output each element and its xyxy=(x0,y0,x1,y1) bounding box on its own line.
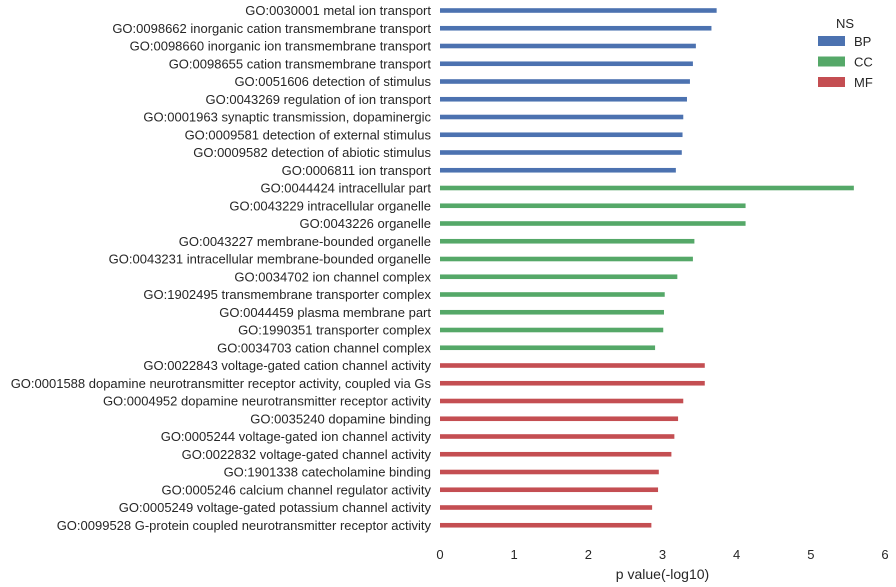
category-label: GO:0001588 dopamine neurotransmitter rec… xyxy=(11,376,432,391)
category-label: GO:0030001 metal ion transport xyxy=(245,3,431,18)
bar-bp xyxy=(440,25,712,31)
category-label: GO:0009581 detection of external stimulu… xyxy=(185,127,432,142)
category-label: GO:1901338 catecholamine binding xyxy=(224,465,431,480)
category-label: GO:0044459 plasma membrane part xyxy=(219,305,431,320)
category-label: GO:0098662 inorganic cation transmembran… xyxy=(112,21,431,36)
category-label: GO:0001963 synaptic transmission, dopami… xyxy=(143,110,431,125)
bar-bp xyxy=(440,43,696,49)
bar-cc xyxy=(440,185,854,191)
bar-bp xyxy=(440,167,676,173)
legend-swatch-bp xyxy=(818,36,845,46)
bar-mf xyxy=(440,469,659,475)
x-tick-label: 1 xyxy=(511,547,518,562)
x-tick-label: 5 xyxy=(807,547,814,562)
category-label: GO:0035240 dopamine binding xyxy=(250,411,431,426)
category-label: GO:0098660 inorganic ion transmembrane t… xyxy=(130,39,432,54)
category-label: GO:0005244 voltage-gated ion channel act… xyxy=(161,429,432,444)
bar-mf xyxy=(440,363,705,368)
category-label: GO:1990351 transporter complex xyxy=(238,323,431,338)
category-label: GO:0005249 voltage-gated potassium chann… xyxy=(119,500,432,515)
bar-cc xyxy=(440,238,695,244)
category-label: GO:0098655 cation transmembrane transpor… xyxy=(169,56,432,71)
bar-cc xyxy=(440,327,664,333)
legend-label-cc: CC xyxy=(854,55,873,70)
category-label: GO:0005246 calcium channel regulator act… xyxy=(161,482,431,497)
category-labels: GO:0030001 metal ion transport GO:0098662… xyxy=(11,3,432,533)
bar-mf xyxy=(440,505,653,510)
legend-title: NS xyxy=(836,16,854,31)
bar-bp xyxy=(440,114,684,120)
legend: NS BP CC MF xyxy=(818,16,873,90)
bar-cc xyxy=(440,274,678,280)
legend-label-bp: BP xyxy=(854,34,871,49)
bars-group xyxy=(440,8,854,528)
bar-mf xyxy=(440,416,679,422)
bar-mf xyxy=(440,522,652,528)
bar-mf xyxy=(440,380,705,386)
category-label: GO:0034702 ion channel complex xyxy=(234,269,431,284)
x-tick-label: 6 xyxy=(881,547,888,562)
x-tick-label: 2 xyxy=(585,547,592,562)
bar-cc xyxy=(440,221,746,226)
legend-swatch-cc xyxy=(818,56,845,67)
bar-bp xyxy=(440,132,683,138)
bar-bp xyxy=(440,150,682,155)
x-tick-label: 4 xyxy=(733,547,740,562)
bar-cc xyxy=(440,345,656,351)
bar-bp xyxy=(440,96,687,102)
bar-mf xyxy=(440,487,659,493)
category-label: GO:0022832 voltage-gated channel activit… xyxy=(182,447,432,462)
legend-swatch-mf xyxy=(818,77,845,87)
category-label: GO:0043226 organelle xyxy=(299,216,431,231)
category-label: GO:0051606 detection of stimulus xyxy=(234,74,431,89)
bar-cc xyxy=(440,292,665,297)
category-label: GO:0009582 detection of abiotic stimulus xyxy=(193,145,431,160)
bar-mf xyxy=(440,398,684,404)
category-label: GO:0043269 regulation of ion transport xyxy=(206,92,432,107)
category-label: GO:0099528 G-protein coupled neurotransm… xyxy=(57,518,432,533)
bar-bp xyxy=(440,8,717,13)
x-tick-label: 3 xyxy=(659,547,666,562)
x-axis-ticks: 0 1 2 3 4 5 6 xyxy=(436,547,888,562)
x-axis-label: p value(-log10) xyxy=(616,566,709,582)
bar-bp xyxy=(440,61,693,67)
category-label: GO:0043231 intracellular membrane-bounde… xyxy=(109,252,431,267)
category-label: GO:0034703 cation channel complex xyxy=(217,340,431,355)
bar-bp xyxy=(440,79,690,84)
category-label: GO:0043229 intracellular organelle xyxy=(229,198,431,213)
legend-label-mf: MF xyxy=(854,75,873,90)
bar-cc xyxy=(440,309,664,315)
category-label: GO:0022843 voltage-gated cation channel … xyxy=(143,358,431,373)
bar-mf xyxy=(440,434,675,439)
x-tick-label: 0 xyxy=(436,547,443,562)
category-label: GO:0004952 dopamine neurotransmitter rec… xyxy=(103,394,432,409)
bar-cc xyxy=(440,203,746,209)
legend-items: BP CC MF xyxy=(818,34,873,90)
category-label: GO:0006811 ion transport xyxy=(282,163,432,178)
bar-cc xyxy=(440,256,693,262)
category-label: GO:1902495 transmembrane transporter com… xyxy=(143,287,431,302)
category-label: GO:0043227 membrane-bounded organelle xyxy=(179,234,431,249)
category-label: GO:0044424 intracellular part xyxy=(260,181,431,196)
bar-mf xyxy=(440,451,672,457)
